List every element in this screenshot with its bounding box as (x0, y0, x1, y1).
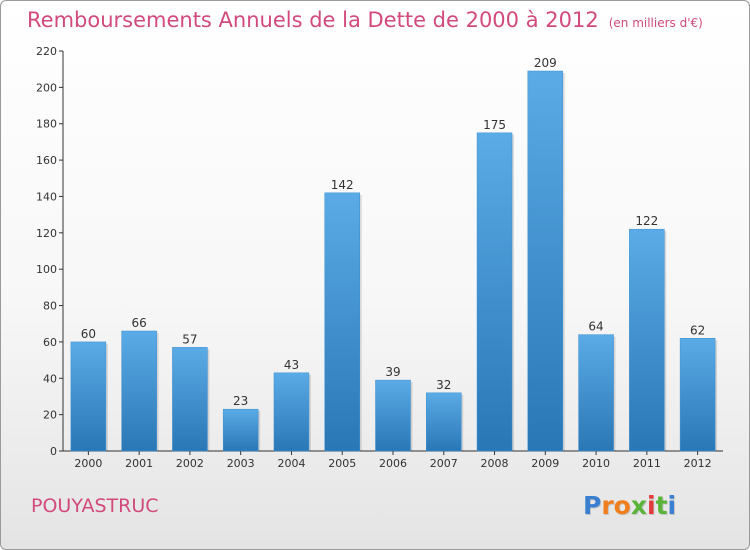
logo-letter: t (655, 491, 668, 520)
y-tick-label: 80 (43, 300, 57, 313)
data-label-2001: 66 (132, 316, 147, 330)
data-label-2007: 32 (436, 378, 451, 392)
logo-letter: P (583, 491, 602, 520)
y-tick-label: 0 (50, 445, 57, 458)
bar-2005 (324, 192, 360, 452)
bar-2010 (578, 334, 614, 452)
y-tick-label: 60 (43, 336, 57, 349)
x-tick-label-2007: 2007 (430, 457, 458, 470)
data-label-2003: 23 (233, 394, 248, 408)
data-labels: 60 66 57 23 43 142 39 32 175 209 64 122 62 (81, 56, 706, 408)
data-label-2011: 122 (635, 214, 658, 228)
data-label-2008: 175 (483, 118, 506, 132)
logo-letter: x (630, 491, 647, 520)
y-tick-label: 100 (36, 263, 57, 276)
chart-title: Remboursements Annuels de la Dette de 20… (27, 8, 703, 32)
bar-2008 (476, 132, 513, 452)
proxiti-logo: Proxiti (583, 491, 676, 520)
x-tick-label-2002: 2002 (176, 457, 204, 470)
x-tick-label-2001: 2001 (125, 457, 153, 470)
bar-2002 (172, 347, 208, 452)
x-tick-label-2000: 2000 (74, 457, 102, 470)
logo-letter: o (613, 491, 631, 520)
data-label-2004: 43 (284, 358, 299, 372)
data-label-2006: 39 (385, 365, 400, 379)
bar-2001 (121, 330, 157, 452)
bar-2012 (679, 338, 716, 452)
bar-2003 (222, 408, 259, 452)
y-tick-label: 200 (36, 81, 57, 94)
y-axis: 0 20 40 60 80 100 120 140 160 180 200 220 (36, 45, 64, 458)
bar-2006 (375, 379, 411, 452)
x-axis: 2000 2001 2002 2003 2004 2005 2006 2007 2008 2009… (63, 450, 723, 470)
data-label-2002: 57 (182, 332, 197, 346)
bar-2009 (527, 70, 564, 452)
chart-subtitle: (en milliers d'€) (608, 16, 703, 30)
y-tick-label: 140 (36, 190, 57, 203)
x-tick-label-2005: 2005 (328, 457, 356, 470)
bars (70, 70, 718, 452)
y-tick-label: 160 (36, 154, 57, 167)
bar-2007 (426, 392, 462, 452)
logo-letter: i (647, 491, 656, 520)
bar-2000 (70, 341, 107, 452)
y-tick-label: 220 (36, 45, 57, 58)
logo-letter: r (601, 491, 614, 520)
y-tick-label: 40 (43, 372, 57, 385)
x-tick-label-2012: 2012 (684, 457, 712, 470)
x-tick-label-2003: 2003 (227, 457, 255, 470)
data-label-2012: 62 (690, 323, 705, 337)
data-label-2009: 209 (534, 56, 557, 70)
chart-title-text: Remboursements Annuels de la Dette de 20… (27, 8, 599, 32)
bar-2011 (629, 228, 665, 452)
x-tick-label-2004: 2004 (277, 457, 305, 470)
x-tick-label-2006: 2006 (379, 457, 407, 470)
logo-letter: i (667, 491, 677, 520)
x-tick-label-2009: 2009 (531, 457, 559, 470)
x-tick-label-2011: 2011 (633, 457, 661, 470)
y-tick-label: 120 (36, 227, 57, 240)
x-tick-label-2010: 2010 (582, 457, 610, 470)
y-tick-label: 20 (43, 409, 57, 422)
data-label-2005: 142 (331, 178, 354, 192)
x-tick-label-2008: 2008 (481, 457, 509, 470)
commune-name: POUYASTRUC (31, 495, 159, 517)
y-tick-label: 180 (36, 118, 57, 131)
data-label-2010: 64 (588, 320, 603, 334)
bar-2004 (273, 372, 310, 452)
data-label-2000: 60 (81, 327, 96, 341)
